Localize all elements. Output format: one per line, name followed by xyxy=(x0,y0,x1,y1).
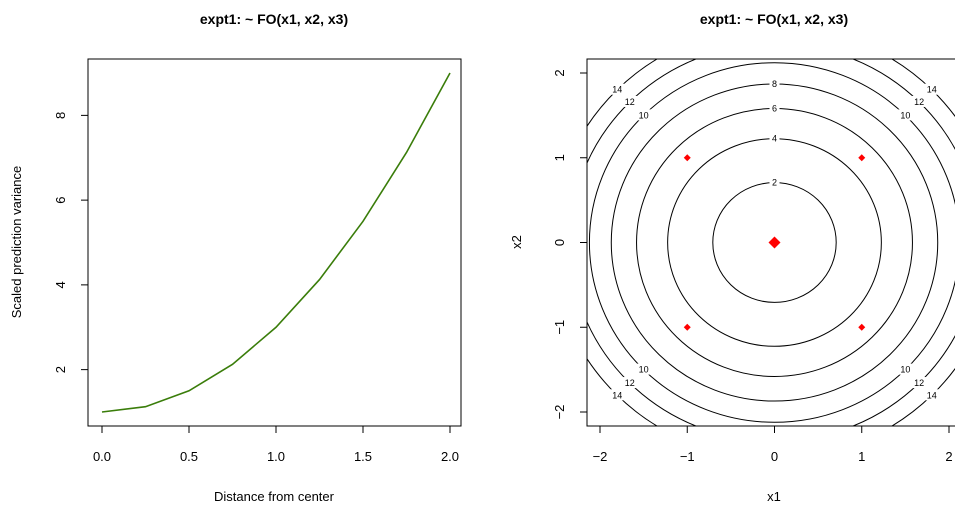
contour-x-axis: −2 −1 0 1 2 xyxy=(593,425,953,464)
spv-y-axis: 2 4 6 8 xyxy=(53,112,89,373)
spv-series xyxy=(101,72,451,413)
spv-x-axis: 0.0 0.5 1.0 1.5 2.0 xyxy=(93,425,459,464)
contour-y-axis-label: x2 xyxy=(509,235,524,249)
contour-level-label: 14 xyxy=(612,390,622,400)
design-point-center xyxy=(768,236,781,249)
contour-level-label: 14 xyxy=(927,85,937,95)
contour-panel: expt1: ~ FO(x1, x2, x3) −2 −1 0 1 2 −2−1012 … xyxy=(509,11,955,504)
contour-level-label: 14 xyxy=(927,390,937,400)
contour-y-tick-label: −1 xyxy=(552,320,567,335)
contour-y-tick-label: 0 xyxy=(552,239,567,246)
spv-y-tick-label: 2 xyxy=(53,366,68,373)
contour-x-axis-label: x1 xyxy=(767,489,781,504)
contour-x-tick-label: −2 xyxy=(593,449,608,464)
contour-level-label: 10 xyxy=(639,365,649,375)
spv-y-tick-label: 6 xyxy=(53,197,68,204)
contour-y-axis: −2 −1 0 1 2 xyxy=(552,69,588,420)
spv-y-axis-label: Scaled prediction variance xyxy=(9,166,24,318)
contour-y-tick-label: 2 xyxy=(552,69,567,76)
design-point xyxy=(683,323,691,331)
contour-line xyxy=(588,62,955,423)
contour-level-label: 12 xyxy=(625,97,635,107)
spv-title: expt1: ~ FO(x1, x2, x3) xyxy=(200,11,348,27)
spv-x-tick-label: 0.0 xyxy=(93,449,111,464)
contour-level-label: 6 xyxy=(772,103,777,113)
contour-x-tick-label: 1 xyxy=(858,449,865,464)
contour-title: expt1: ~ FO(x1, x2, x3) xyxy=(700,11,848,27)
contour-level-label: 12 xyxy=(914,378,924,388)
contour-level-label: 2 xyxy=(772,178,777,188)
contour-x-tick-label: 2 xyxy=(945,449,952,464)
spv-x-tick-label: 0.5 xyxy=(180,449,198,464)
contour-level-label: 12 xyxy=(914,97,924,107)
spv-y-tick-label: 4 xyxy=(53,281,68,288)
spv-plot-frame xyxy=(87,58,462,427)
contour-level-label: 14 xyxy=(612,85,622,95)
contour-x-tick-label: 0 xyxy=(771,449,778,464)
spv-x-tick-label: 1.5 xyxy=(354,449,372,464)
spv-y-tick-label: 8 xyxy=(53,112,68,119)
contour-level-label: 4 xyxy=(772,134,777,144)
contour-y-tick-label: −2 xyxy=(552,405,567,420)
spv-panel: expt1: ~ FO(x1, x2, x3) 0.0 0.5 1.0 1.5 2.0 … xyxy=(9,11,462,504)
design-point xyxy=(858,154,866,162)
contour-level-label: 12 xyxy=(625,378,635,388)
contour-level-label: 10 xyxy=(900,110,910,120)
contour-level-label: 10 xyxy=(639,110,649,120)
spv-series-line xyxy=(101,72,451,413)
contour-y-tick-label: 1 xyxy=(552,154,567,161)
design-point xyxy=(858,323,866,331)
spv-x-axis-label: Distance from center xyxy=(214,489,335,504)
contour-x-tick-label: −1 xyxy=(680,449,695,464)
design-points xyxy=(683,154,866,331)
contour-level-label: 8 xyxy=(772,79,777,89)
spv-x-tick-label: 2.0 xyxy=(441,449,459,464)
spv-x-tick-label: 1.0 xyxy=(267,449,285,464)
design-point xyxy=(683,154,691,162)
contour-level-label: 10 xyxy=(900,365,910,375)
